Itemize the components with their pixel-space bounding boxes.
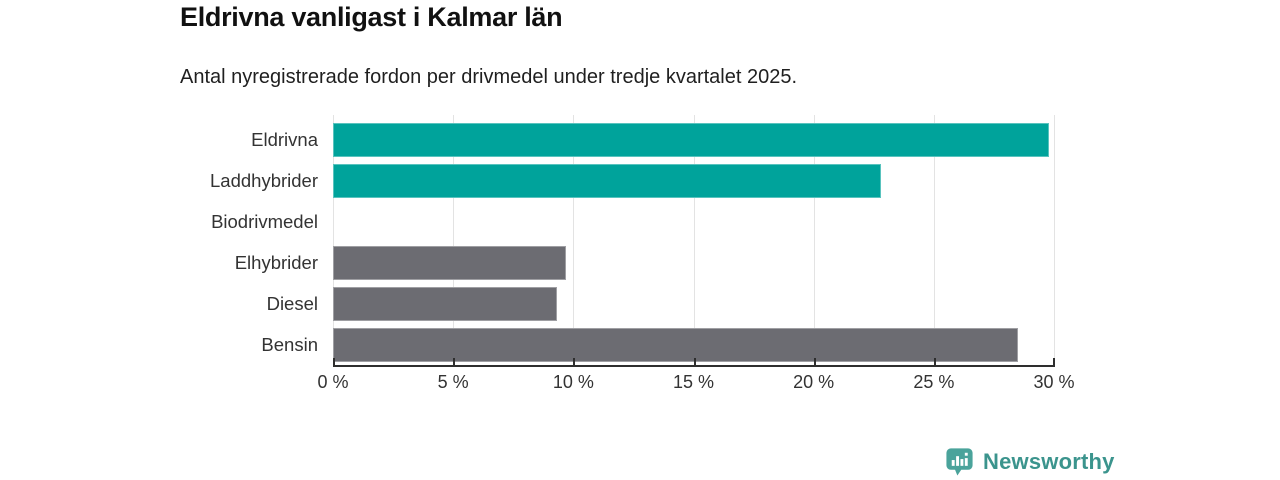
newsworthy-logo-icon	[946, 448, 973, 476]
x-tick-label-10: 10 %	[552, 372, 594, 392]
x-tick-label-20: 20 %	[793, 372, 835, 392]
category-label-eldrivna: Eldrivna	[251, 128, 318, 150]
x-axis-tick-5	[453, 358, 456, 365]
bar-eldrivna	[333, 122, 1050, 157]
chart-title: Eldrivna vanligast i Kalmar län	[180, 2, 563, 32]
x-tick-label-30: 30 %	[1033, 372, 1075, 392]
x-axis-tick-25	[933, 358, 936, 365]
x-axis-tick-15	[693, 358, 696, 365]
bar-bensin	[333, 327, 1018, 362]
x-tick-label-25: 25 %	[913, 372, 955, 392]
gridline-15	[693, 115, 695, 365]
brand-name: Newsworthy	[983, 448, 1115, 474]
x-axis-tick-30	[1053, 358, 1055, 365]
category-axis-labels: Eldrivna Laddhybrider Biodrivmedel Elhybrid…	[0, 115, 318, 365]
category-label-elhybrider: Elhybrider	[234, 251, 318, 273]
x-tick-label-15: 15 %	[672, 372, 715, 392]
category-label-diesel: Diesel	[266, 292, 318, 314]
category-label-laddhybrider: Laddhybrider	[210, 169, 318, 191]
bar-chart-plot-area	[333, 115, 1055, 365]
x-tick-label-5: 5 %	[437, 372, 469, 392]
bar-diesel	[333, 286, 557, 321]
bar-elhybrider	[333, 245, 567, 280]
brand-footer: Newsworthy	[944, 446, 1115, 477]
bar-laddhybrider	[333, 163, 881, 198]
gridline-20	[813, 115, 815, 365]
gridline-10	[573, 115, 575, 365]
gridline-30	[1054, 115, 1055, 365]
x-axis-tick-labels: 0 % 5 % 10 % 15 % 20 % 25 % 30 %	[317, 372, 1074, 398]
chart-subtitle: Antal nyregistrerade fordon per drivmede…	[180, 66, 798, 88]
x-axis-tick-10	[573, 358, 576, 365]
x-axis-line	[333, 358, 1055, 367]
category-label-bensin: Bensin	[261, 333, 318, 355]
gridline-5	[453, 115, 455, 365]
x-tick-label-0: 0 %	[317, 372, 349, 392]
category-label-biodrivmedel: Biodrivmedel	[211, 210, 318, 232]
x-axis-tick-0	[333, 358, 335, 365]
x-axis-tick-20	[813, 358, 816, 365]
gridline-0	[333, 115, 334, 365]
gridline-25	[933, 115, 935, 365]
